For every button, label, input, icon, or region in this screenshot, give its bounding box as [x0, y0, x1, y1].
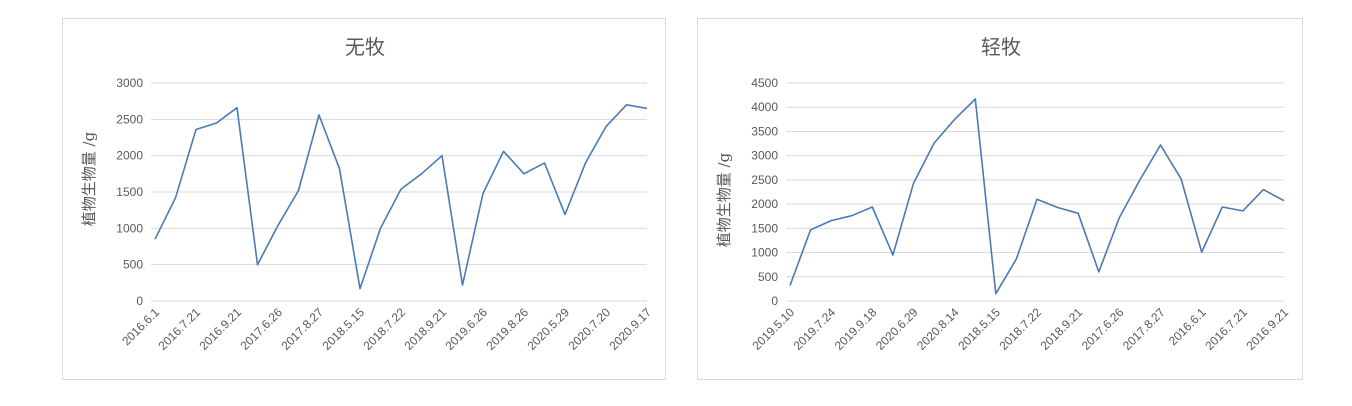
chart-title: 无牧 [345, 35, 385, 59]
x-tick-label: 2017.6.26 [237, 305, 285, 353]
x-tick-label: 2018.7.22 [360, 305, 408, 353]
x-tick-label: 2016.7.21 [1202, 305, 1250, 353]
x-tick-label: 2018.5.15 [955, 305, 1003, 353]
y-tick-label: 2000 [751, 197, 778, 211]
y-tick-label: 4500 [751, 76, 778, 90]
y-tick-label: 3000 [751, 149, 778, 163]
x-tick-label: 2020.9.17 [606, 305, 654, 353]
x-tick-label: 2018.7.22 [996, 305, 1044, 353]
x-tick-label: 2020.6.29 [873, 305, 921, 353]
x-tick-label: 2020.8.14 [914, 305, 962, 353]
y-tick-label: 1500 [116, 185, 143, 199]
x-tick-label: 2018.9.21 [1038, 305, 1086, 353]
chart-panel-no-grazing: 无牧 植物生物量 /g 0 500 1000 1500 2000 2500 3000 201… [62, 18, 666, 380]
x-tick-label: 2016.9.21 [196, 305, 244, 353]
y-tick-label: 2500 [116, 112, 143, 126]
x-tick-label: 2017.6.26 [1079, 305, 1127, 353]
y-tick-label: 500 [758, 270, 778, 284]
x-tick-label: 2016.9.21 [1243, 305, 1291, 353]
y-tick-label: 3000 [116, 76, 143, 90]
y-tick-label: 2000 [116, 149, 143, 163]
series-line [789, 98, 1285, 295]
x-tick-label: 2019.7.24 [791, 305, 839, 353]
chart-panel-light-grazing: 轻牧 植物生物量 /g 0 500 1000 1500 2000 2500 3000 3500… [697, 18, 1303, 380]
x-tick-label: 2019.6.26 [442, 305, 490, 353]
x-tick-label: 2018.5.15 [319, 305, 367, 353]
x-tick-label: 2019.8.26 [483, 305, 531, 353]
y-tick-label: 0 [771, 294, 778, 308]
y-tick-label: 3500 [751, 124, 778, 138]
y-tick-label: 4000 [751, 100, 778, 114]
x-tick-label: 2020.5.29 [524, 305, 572, 353]
chart-title: 轻牧 [981, 35, 1021, 59]
y-tick-label: 500 [123, 258, 143, 272]
x-tick-label: 2016.7.21 [155, 305, 203, 353]
x-tick-label: 2020.7.20 [565, 305, 613, 353]
y-axis-label: 植物生物量 /g [715, 152, 733, 247]
x-tick-label: 2017.8.27 [278, 305, 326, 353]
x-tick-label: 2017.8.27 [1120, 305, 1168, 353]
chart-no-grazing: 无牧 植物生物量 /g 0 500 1000 1500 2000 2500 3000 201… [80, 35, 654, 353]
y-axis-label: 植物生物量 /g [80, 131, 98, 226]
series-line [154, 104, 648, 290]
y-tick-label: 1500 [751, 221, 778, 235]
y-tick-label: 2500 [751, 173, 778, 187]
y-tick-label: 1000 [116, 221, 143, 235]
x-tick-label: 2018.9.21 [401, 305, 449, 353]
y-tick-label: 0 [136, 294, 143, 308]
x-tick-label: 2019.9.18 [832, 305, 880, 353]
y-tick-label: 1000 [751, 246, 778, 260]
x-tick-label: 2019.5.10 [749, 305, 797, 353]
chart-light-grazing: 轻牧 植物生物量 /g 0 500 1000 1500 2000 2500 3000 3500… [715, 35, 1291, 353]
